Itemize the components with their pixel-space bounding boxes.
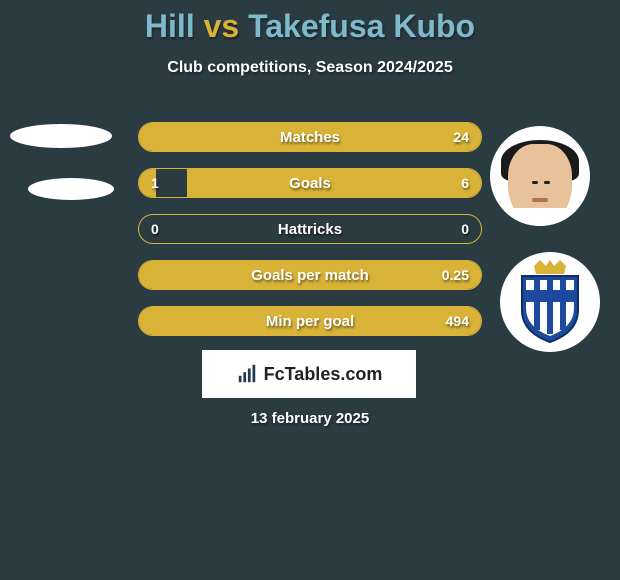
page-title: Hill vs Takefusa Kubo <box>0 0 620 45</box>
subtitle: Club competitions, Season 2024/2025 <box>0 59 620 77</box>
stat-row: 0.25Goals per match <box>138 260 482 290</box>
title-player-left: Hill <box>145 8 195 44</box>
branding-text: FcTables.com <box>264 364 383 385</box>
comparison-bars: 24Matches 16Goals 00Hattricks 0.25Goals per… <box>138 122 482 352</box>
stat-row: 494Min per goal <box>138 306 482 336</box>
branding-logo: FcTables.com <box>202 350 416 398</box>
bar-chart-icon <box>236 363 258 385</box>
stat-row: 16Goals <box>138 168 482 198</box>
right-club-crest <box>500 252 600 352</box>
stat-row: 24Matches <box>138 122 482 152</box>
left-player-placeholder-1 <box>10 124 112 148</box>
title-vs: vs <box>204 8 240 44</box>
right-player-avatar <box>490 126 590 226</box>
stat-label: Min per goal <box>139 307 481 335</box>
stat-label: Hattricks <box>139 215 481 243</box>
stat-row: 00Hattricks <box>138 214 482 244</box>
stat-label: Matches <box>139 123 481 151</box>
stat-label: Goals per match <box>139 261 481 289</box>
stat-label: Goals <box>139 169 481 197</box>
left-player-placeholder-2 <box>28 178 114 200</box>
title-player-right: Takefusa Kubo <box>248 8 475 44</box>
footer-date: 13 february 2025 <box>0 410 620 427</box>
